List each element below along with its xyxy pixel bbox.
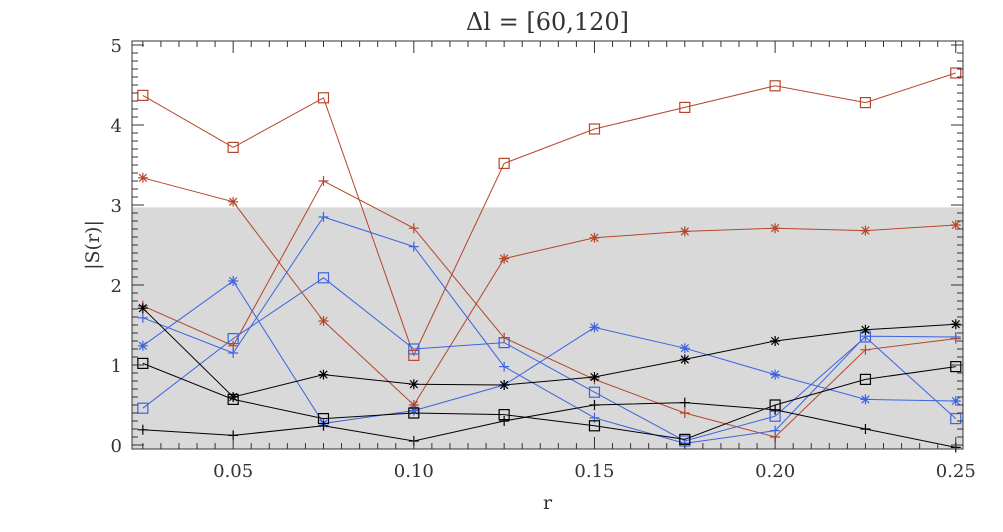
- data-point-plus: [228, 348, 239, 358]
- y-tick-label: 0: [111, 436, 122, 457]
- data-point-square: [859, 96, 872, 109]
- data-point-plus: [860, 424, 871, 434]
- data-point-asterisk: [228, 196, 239, 207]
- series-square-0: [137, 67, 962, 361]
- data-point-plus: [318, 212, 329, 222]
- data-point-plus: [137, 424, 148, 435]
- data-point-asterisk: [408, 379, 419, 390]
- data-point-asterisk: [318, 316, 329, 326]
- data-point-square: [137, 357, 149, 369]
- data-point-square: [950, 413, 962, 425]
- y-tick-label: 2: [111, 276, 122, 297]
- axis-ticks: 0.05 0.10 0.15 0.20 0.25 0 1 2 3 4 5: [111, 36, 976, 482]
- data-point-plus: [137, 312, 148, 323]
- data-point-asterisk: [950, 319, 961, 330]
- data-point-square: [227, 333, 239, 345]
- data-point-asterisk: [770, 336, 781, 346]
- data-point-square: [588, 420, 601, 432]
- series-asterisk-1: [137, 172, 961, 410]
- data-point-asterisk: [679, 226, 690, 237]
- data-point-plus: [770, 425, 781, 436]
- y-tick-label: 1: [111, 356, 122, 377]
- data-point-square: [588, 123, 601, 135]
- x-tick-label: 0.05: [213, 461, 253, 482]
- data-point-plus: [679, 397, 690, 408]
- data-point-square: [588, 386, 601, 398]
- data-point-square: [950, 361, 962, 373]
- y-tick-label: 3: [111, 196, 122, 217]
- x-tick-label: 0.25: [936, 461, 976, 482]
- chart-title: Δl = [60,120]: [466, 8, 629, 36]
- data-point-asterisk: [499, 253, 510, 264]
- series-line: [142, 277, 957, 442]
- shaded-band: [132, 207, 963, 449]
- data-point-asterisk: [860, 394, 871, 405]
- series-line: [142, 362, 956, 440]
- data-point-plus: [499, 361, 510, 372]
- data-point-asterisk: [228, 276, 239, 286]
- data-point-square: [408, 343, 420, 355]
- x-axis-label: r: [543, 492, 553, 514]
- series-asterisk-7: [137, 303, 961, 402]
- y-tick-label: 4: [111, 116, 122, 137]
- data-point-asterisk: [589, 322, 600, 333]
- data-point-plus: [408, 223, 419, 234]
- data-point-asterisk: [860, 324, 871, 335]
- series-line: [142, 216, 956, 444]
- data-point-plus: [589, 400, 600, 410]
- y-tick-label: 5: [111, 36, 122, 57]
- data-point-square: [317, 272, 330, 284]
- series-line: [142, 177, 956, 406]
- data-point-asterisk: [318, 369, 329, 380]
- data-point-plus: [408, 241, 419, 252]
- series-line: [142, 280, 956, 424]
- series-line: [142, 180, 956, 438]
- data-point-asterisk: [770, 369, 781, 380]
- data-point-square: [859, 373, 872, 385]
- data-point-square: [137, 89, 149, 102]
- data-point-plus: [770, 404, 781, 415]
- series-line: [142, 402, 956, 448]
- x-tick-label: 0.10: [394, 461, 434, 482]
- data-point-plus: [679, 408, 690, 418]
- data-point-asterisk: [408, 405, 419, 416]
- data-point-square: [498, 337, 510, 349]
- series-layer: [137, 67, 962, 453]
- data-point-asterisk: [137, 340, 148, 351]
- series-line: [142, 72, 956, 357]
- data-point-square: [498, 157, 510, 169]
- data-point-square: [137, 402, 149, 414]
- data-point-plus: [318, 420, 329, 431]
- data-point-square: [950, 67, 962, 79]
- data-point-square: [679, 101, 691, 114]
- data-point-square: [408, 407, 420, 419]
- data-point-asterisk: [950, 396, 961, 406]
- data-point-plus: [950, 332, 961, 342]
- y-axis-label: |S(r)|: [82, 220, 104, 270]
- data-point-square: [769, 80, 781, 92]
- data-point-square: [317, 92, 330, 104]
- x-tick-label: 0.20: [755, 461, 795, 482]
- data-point-plus: [499, 416, 510, 426]
- data-point-asterisk: [589, 372, 600, 382]
- data-point-plus: [860, 344, 871, 355]
- data-point-asterisk: [770, 223, 781, 234]
- x-tick-label: 0.15: [574, 461, 614, 482]
- data-point-square: [227, 141, 239, 153]
- data-point-asterisk: [860, 225, 871, 236]
- data-point-asterisk: [499, 380, 510, 390]
- data-point-square: [408, 349, 420, 361]
- data-point-asterisk: [679, 343, 690, 354]
- series-line: [142, 307, 956, 398]
- data-point-asterisk: [589, 232, 600, 243]
- data-point-asterisk: [137, 172, 148, 183]
- data-point-asterisk: [950, 220, 961, 230]
- data-point-asterisk: [228, 392, 239, 402]
- data-point-asterisk: [408, 400, 419, 410]
- data-point-plus: [318, 176, 329, 186]
- data-point-asterisk: [137, 303, 148, 314]
- data-point-asterisk: [679, 354, 690, 365]
